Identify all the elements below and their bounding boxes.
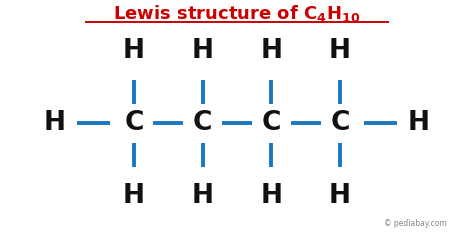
Text: H: H [123,183,145,208]
Text: C: C [124,110,144,136]
Text: H: H [191,183,214,208]
Text: H: H [329,183,351,208]
Text: H: H [260,38,283,64]
Text: Lewis structure of $\mathregular{C_4H_{10}}$: Lewis structure of $\mathregular{C_4H_{1… [113,3,361,24]
Text: H: H [44,110,66,136]
Text: H: H [329,38,351,64]
Text: H: H [260,183,283,208]
Text: © pediabay.com: © pediabay.com [384,219,447,228]
Text: H: H [408,110,430,136]
Text: H: H [191,38,214,64]
Text: C: C [193,110,212,136]
Text: C: C [262,110,281,136]
Text: C: C [330,110,350,136]
Text: H: H [123,38,145,64]
